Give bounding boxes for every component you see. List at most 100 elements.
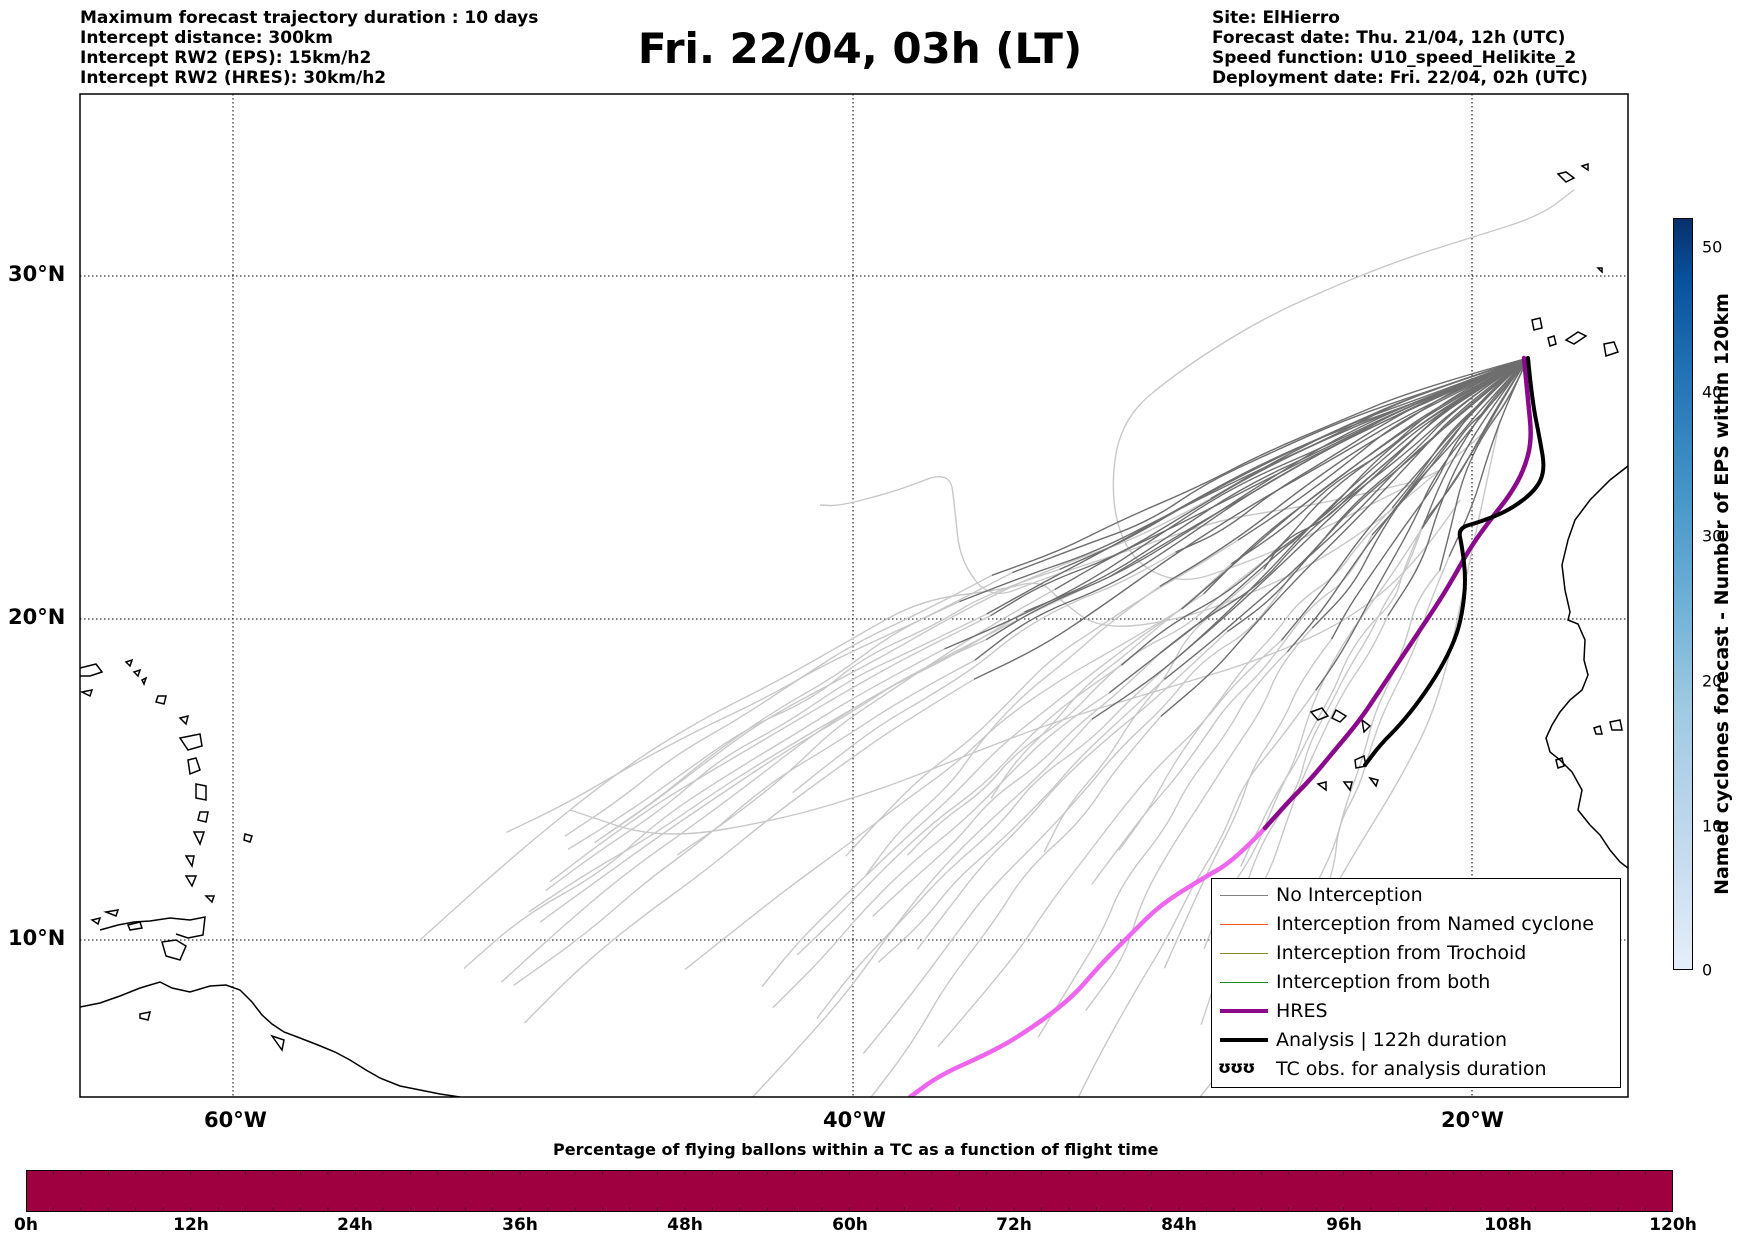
legend-label: No Interception bbox=[1276, 884, 1423, 906]
colorbar-tick: 0 bbox=[1702, 960, 1713, 980]
madeira-islands bbox=[1556, 162, 1603, 274]
legend-item: Interception from both bbox=[1212, 968, 1620, 997]
eps-trajectory-far bbox=[819, 476, 1421, 594]
eps-trajectory-far bbox=[1240, 521, 1426, 867]
eps-trajectory-far bbox=[549, 615, 991, 883]
eps-trajectory-near bbox=[1387, 357, 1529, 617]
eps-trajectory-far bbox=[870, 715, 1162, 1097]
legend-item: Interception from Named cyclone bbox=[1212, 910, 1620, 939]
eps-trajectory-far bbox=[990, 563, 1232, 799]
canary-islands bbox=[1531, 317, 1619, 357]
eps-trajectory-far bbox=[906, 560, 1265, 856]
eps-trajectory-far bbox=[506, 600, 960, 833]
time-colorbar-title: Percentage of flying ballons within a TC… bbox=[553, 1140, 1159, 1159]
time-tick: 108h bbox=[1484, 1215, 1532, 1235]
header-line: Speed function: U10_speed_Helikite_2 bbox=[1212, 48, 1577, 68]
graticule bbox=[80, 94, 1628, 1097]
colorbar-tick: 10 bbox=[1702, 816, 1723, 836]
abc-islands bbox=[90, 909, 143, 931]
eps-trajectory-far bbox=[865, 585, 1161, 875]
eps-trajectory-near bbox=[1421, 357, 1529, 528]
eps-trajectory-near bbox=[1160, 357, 1529, 717]
legend-item: Analysis | 122h duration bbox=[1212, 1026, 1620, 1055]
legend-item: Interception from Trochoid bbox=[1212, 939, 1620, 968]
eps-count-colorbar bbox=[1673, 218, 1693, 970]
eps-trajectory-far bbox=[792, 551, 1176, 794]
eps-trajectory-far bbox=[772, 692, 1110, 1009]
legend-label: Interception from Named cyclone bbox=[1276, 913, 1594, 935]
legend-swatch-both bbox=[1220, 982, 1268, 983]
time-colorbar-ticks bbox=[53, 1170, 1646, 1212]
tc-obs-icon: ʊʊʊ bbox=[1218, 1058, 1255, 1078]
eps-trajectory-far bbox=[1298, 570, 1441, 951]
eps-trajectory-far bbox=[567, 568, 1060, 850]
legend-item: No Interception bbox=[1212, 881, 1620, 910]
lon-label-40w: 40°W bbox=[823, 1108, 886, 1132]
time-tick: 0h bbox=[14, 1215, 38, 1235]
eps-trajectory-near bbox=[973, 357, 1529, 680]
eps-trajectory-far bbox=[1037, 651, 1288, 1038]
header-line: Deployment date: Fri. 22/04, 02h (UTC) bbox=[1212, 68, 1588, 88]
eps-trajectory-near bbox=[1012, 357, 1529, 574]
bissagos-islands bbox=[1555, 719, 1623, 769]
eps-trajectory-far bbox=[1163, 638, 1333, 969]
eps-trajectory-far bbox=[845, 539, 1239, 857]
time-tick: 84h bbox=[1161, 1215, 1197, 1235]
header-info-right: Site: ElHierro Forecast date: Thu. 21/04… bbox=[1212, 8, 1588, 88]
eps-trajectory-near bbox=[1210, 357, 1529, 500]
time-tick: 24h bbox=[337, 1215, 373, 1235]
eps-trajectory-far bbox=[1237, 528, 1423, 916]
map-legend: No Interception Interception from Named … bbox=[1211, 878, 1621, 1088]
africa-coast bbox=[1545, 465, 1628, 869]
eps-trajectory-far bbox=[761, 593, 1205, 988]
legend-label: TC obs. for analysis duration bbox=[1276, 1058, 1547, 1080]
lesser-antilles bbox=[155, 695, 253, 904]
time-tick: 120h bbox=[1649, 1215, 1697, 1235]
eps-trajectory-far bbox=[569, 499, 1461, 835]
legend-swatch-trochoid bbox=[1220, 953, 1268, 954]
eps-trajectory-far bbox=[1297, 556, 1450, 950]
trinidad-island bbox=[161, 939, 187, 961]
venezuela-coast bbox=[99, 916, 206, 939]
eps-trajectory-far bbox=[862, 569, 1295, 1054]
legend-swatch-named-cyclone bbox=[1220, 924, 1268, 925]
time-tick: 96h bbox=[1326, 1215, 1362, 1235]
legend-label: Interception from both bbox=[1276, 971, 1491, 993]
eps-trajectory-near bbox=[1175, 357, 1529, 553]
eps-trajectory-near bbox=[1226, 357, 1529, 633]
eps-trajectory-far bbox=[463, 648, 945, 970]
lat-label-10n: 10°N bbox=[8, 926, 66, 950]
eps-trajectory-near bbox=[1293, 357, 1529, 571]
header-line: Intercept distance: 300km bbox=[80, 28, 333, 48]
eps-trajectory-near bbox=[1091, 357, 1529, 720]
eps-trajectory-far bbox=[1112, 189, 1575, 581]
eps-trajectory-far bbox=[816, 654, 1181, 1020]
eps-trajectory-far bbox=[1118, 507, 1393, 851]
eps-trajectory-far bbox=[501, 611, 1025, 983]
eps-trajectory-near bbox=[991, 357, 1529, 576]
analysis-trajectory bbox=[1363, 356, 1546, 767]
eps-trajectory-near bbox=[1280, 357, 1529, 641]
lon-label-60w: 60°W bbox=[204, 1108, 267, 1132]
time-tick: 72h bbox=[996, 1215, 1032, 1235]
time-tick: 60h bbox=[832, 1215, 868, 1235]
legend-swatch-hres bbox=[1220, 1009, 1268, 1013]
eps-trajectory-near bbox=[1237, 357, 1529, 541]
eps-trajectory-near bbox=[1230, 357, 1529, 565]
lon-label-20w: 20°W bbox=[1441, 1108, 1504, 1132]
eps-trajectory-far bbox=[539, 639, 987, 923]
colorbar-tick: 20 bbox=[1702, 671, 1723, 691]
colorbar-tick: 50 bbox=[1702, 237, 1723, 257]
eps-trajectory-far bbox=[751, 718, 1093, 1097]
header-line: Site: ElHierro bbox=[1212, 8, 1340, 28]
page-title: Fri. 22/04, 03h (LT) bbox=[637, 24, 1083, 73]
eps-trajectory-near bbox=[1059, 357, 1529, 571]
time-tick: 48h bbox=[667, 1215, 703, 1235]
eps-trajectories-far bbox=[419, 189, 1575, 1097]
eps-trajectory-far bbox=[513, 659, 976, 986]
eps-trajectory-near bbox=[985, 357, 1529, 641]
map-frame bbox=[79, 93, 1629, 1098]
eps-trajectory-near bbox=[1371, 357, 1529, 536]
eps-trajectory-near bbox=[1448, 357, 1529, 557]
